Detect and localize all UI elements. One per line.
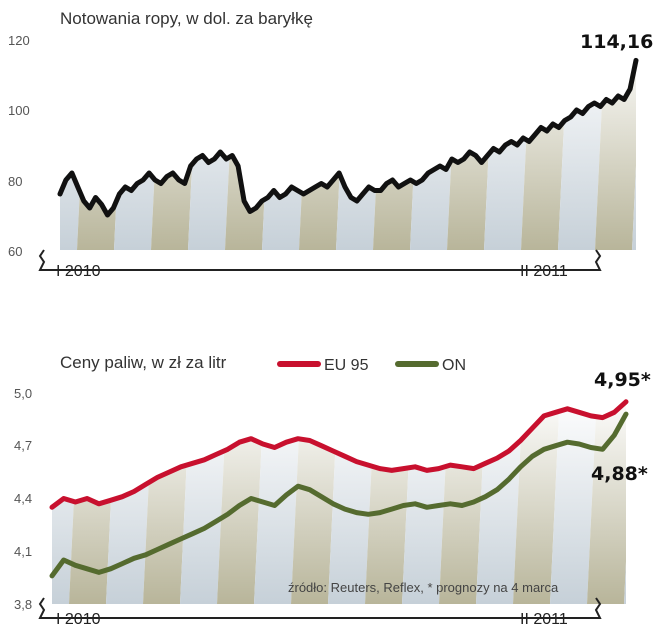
oil-x-tick-start: I 2010 xyxy=(56,263,101,280)
fuel-y-tick: 4,4 xyxy=(14,491,32,506)
eu95-latest-value: 4,95* xyxy=(594,369,651,391)
oil-y-tick: 100 xyxy=(8,103,30,118)
source-note: źródło: Reuters, Reflex, * prognozy na 4… xyxy=(288,580,559,595)
oil-y-axis: 60 80 100 120 xyxy=(8,33,30,259)
fuel-x-tick-start: I 2010 xyxy=(56,611,101,628)
oil-y-tick: 60 xyxy=(8,244,22,259)
fuel-y-tick: 5,0 xyxy=(14,386,32,401)
oil-chart-title: Notowania ropy, w dol. za baryłkę xyxy=(60,9,313,28)
fuel-area-stripe xyxy=(624,401,626,604)
on-latest-value: 4,88* xyxy=(591,463,648,485)
fuel-eu95-line xyxy=(49,399,629,510)
fuel-x-axis xyxy=(38,597,602,619)
fuel-y-tick: 3,8 xyxy=(14,597,32,612)
fuel-area-stripe xyxy=(587,401,626,604)
fuel-y-tick: 4,7 xyxy=(14,438,32,453)
fuel-chart-title: Ceny paliw, w zł za litr xyxy=(60,353,227,372)
oil-y-tick: 120 xyxy=(8,33,30,48)
fuel-area-stripes xyxy=(52,401,626,604)
legend-eu95: EU 95 xyxy=(277,357,369,374)
oil-chart: Notowania ropy, w dol. za baryłkę 60 80 … xyxy=(8,9,653,280)
oil-y-tick: 80 xyxy=(8,174,22,189)
oil-price-line xyxy=(57,57,639,218)
oil-latest-value: 114,16 xyxy=(580,31,653,53)
fuel-y-axis: 3,8 4,1 4,4 4,7 5,0 xyxy=(14,386,32,612)
fuel-y-tick: 4,1 xyxy=(14,544,32,559)
fuel-chart: Ceny paliw, w zł za litr EU 95 ON 3,8 4,… xyxy=(14,353,651,628)
legend-on: ON xyxy=(395,357,466,374)
fuel-x-tick-end: II 2011 xyxy=(520,611,568,628)
oil-x-tick-end: II 2011 xyxy=(520,263,568,280)
oil-area-stripes xyxy=(60,60,636,250)
fuel-on-line xyxy=(49,411,629,579)
legend-on-label: ON xyxy=(442,357,466,374)
legend-eu95-label: EU 95 xyxy=(324,357,369,374)
oil-x-axis xyxy=(38,249,602,271)
